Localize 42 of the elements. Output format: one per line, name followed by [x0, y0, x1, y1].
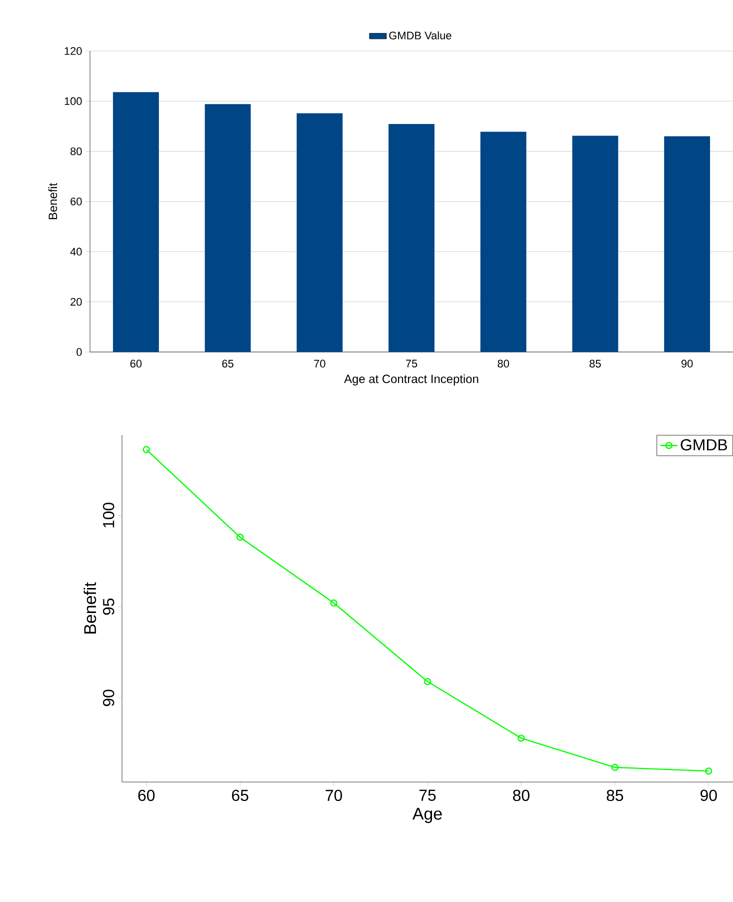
point [330, 599, 338, 607]
x-tick-label: 75 [419, 790, 436, 801]
y-tick-label: 100 [64, 97, 82, 106]
point [518, 734, 525, 742]
bar [112, 92, 159, 352]
bar [204, 104, 251, 352]
bar [572, 136, 618, 352]
x-tick-label: 65 [232, 790, 248, 802]
x-tick-label: 85 [590, 360, 601, 368]
x-tick-label: 90 [682, 360, 693, 368]
x-tick-label: 85 [606, 790, 624, 802]
x-tick-label: 80 [513, 790, 530, 802]
bar [388, 124, 434, 352]
legend-label: GMDB Value [389, 31, 452, 40]
y-tick-label: 0 [76, 348, 82, 356]
point [236, 534, 244, 541]
y-tick-label: 20 [70, 298, 82, 306]
x-tick-label: 60 [138, 790, 155, 802]
x-axis-title: Age at Contract Inception [344, 374, 478, 386]
y-tick-label: 100 [102, 502, 114, 528]
y-tick-label: 80 [70, 147, 82, 156]
y-tick-label: 90 [102, 690, 114, 706]
point [424, 678, 432, 686]
x-axis-title: Age [412, 808, 442, 824]
legend-label: GMDB [680, 439, 727, 450]
y-tick-label: 95 [102, 598, 114, 615]
y-tick-label: 120 [64, 47, 82, 55]
y-tick-label: 40 [70, 248, 82, 256]
y-axis-title: Benefit [48, 182, 58, 220]
x-tick-label: 60 [130, 360, 142, 368]
x-tick-label: 80 [498, 360, 510, 368]
bar [296, 113, 343, 352]
x-tick-label: 75 [406, 360, 418, 368]
x-tick-label: 70 [326, 790, 342, 802]
x-tick-label: 90 [700, 790, 717, 802]
bar [664, 136, 710, 352]
x-tick-label: 70 [314, 360, 326, 368]
y-tick-label: 60 [70, 198, 82, 206]
y-axis-title: Benefit [84, 582, 96, 634]
point [611, 764, 619, 771]
x-tick-label: 65 [222, 360, 234, 368]
bar [480, 132, 526, 352]
